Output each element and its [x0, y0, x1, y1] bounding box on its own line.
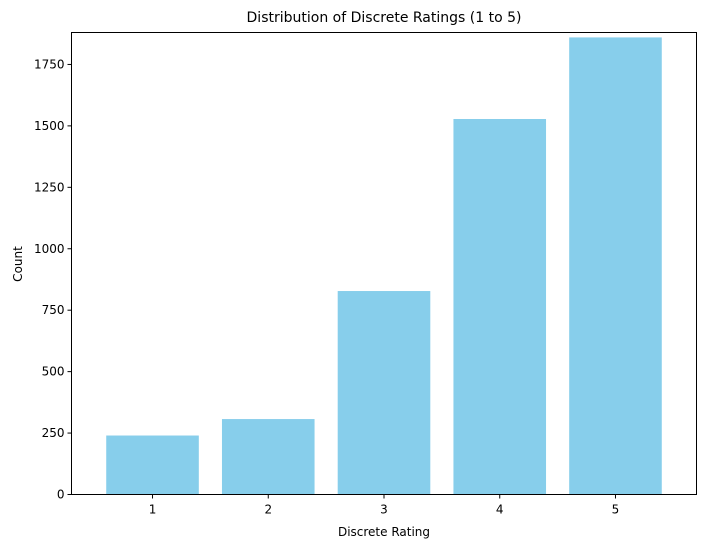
y-axis-label: Count: [11, 246, 25, 282]
y-tick-label: 1500: [34, 119, 65, 133]
y-tick-label: 500: [42, 365, 65, 379]
bar-3: [337, 291, 431, 495]
y-tick-label: 1750: [34, 57, 65, 71]
x-axis-ticks: 1 2 3 4 5: [149, 494, 620, 517]
y-tick-label: 1000: [34, 242, 65, 256]
x-tick-label: 1: [149, 503, 157, 517]
chart-title: Distribution of Discrete Ratings (1 to 5…: [247, 10, 522, 26]
x-tick-label: 3: [380, 503, 388, 517]
y-tick-label: 0: [57, 488, 65, 502]
y-tick-label: 1250: [34, 180, 65, 194]
bar-5: [569, 37, 662, 495]
y-tick-label: 250: [42, 426, 65, 440]
bar-2: [221, 419, 315, 495]
y-axis-ticks: 0 250 500 750 1000 1250 1500 1750: [34, 57, 72, 502]
y-tick-label: 750: [42, 303, 65, 317]
bar-1: [106, 435, 199, 495]
plot-frame: [71, 32, 697, 495]
x-axis-label: Discrete Rating: [338, 525, 430, 539]
x-tick-label: 2: [264, 503, 272, 517]
bar-4: [453, 119, 547, 495]
x-tick-label: 4: [496, 503, 504, 517]
x-tick-label: 5: [612, 503, 620, 517]
bars-group: [106, 37, 662, 495]
